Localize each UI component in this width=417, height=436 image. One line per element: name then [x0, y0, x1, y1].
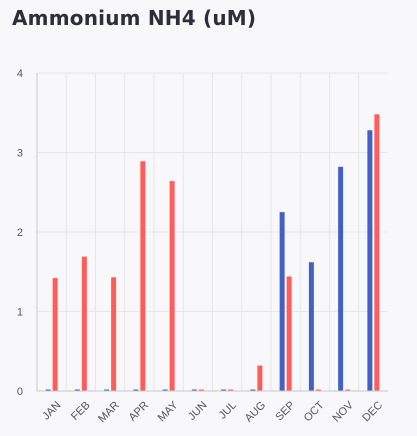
x-tick-label: DEC [360, 399, 385, 424]
y-tick-label: 0 [17, 386, 23, 398]
bar-apr-series-1[interactable] [133, 389, 139, 392]
x-tick-label: MAY [156, 399, 181, 424]
bar-oct-series-2[interactable] [315, 389, 321, 392]
bar-sep-series-1[interactable] [279, 212, 285, 391]
bar-apr-series-2[interactable] [140, 161, 146, 391]
y-tick-label: 3 [17, 148, 23, 160]
bar-jan-series-1[interactable] [45, 389, 51, 392]
bar-feb-series-1[interactable] [74, 389, 80, 392]
bar-sep-series-2[interactable] [286, 276, 292, 391]
bar-jul-series-1[interactable] [221, 389, 227, 392]
x-tick-label: NOV [331, 399, 357, 425]
y-tick-label: 4 [17, 68, 23, 80]
bar-jun-series-1[interactable] [191, 389, 197, 392]
axes [36, 73, 388, 392]
x-tick-label: OCT [302, 399, 327, 424]
bars [45, 114, 380, 392]
bar-oct-series-1[interactable] [308, 262, 314, 391]
x-tick-label: FEB [69, 399, 93, 423]
bar-jan-series-2[interactable] [52, 278, 58, 391]
bar-nov-series-2[interactable] [345, 389, 351, 392]
x-tick-label: JUN [186, 399, 210, 423]
x-tick-label: SEP [273, 399, 297, 423]
x-tick-label: JUL [217, 399, 239, 421]
bar-aug-series-1[interactable] [250, 389, 256, 392]
bar-dec-series-2[interactable] [374, 114, 380, 391]
y-tick-label: 1 [17, 307, 23, 319]
bar-aug-series-2[interactable] [257, 365, 263, 391]
x-tick-label: AUG [243, 399, 268, 424]
bar-mar-series-2[interactable] [111, 277, 117, 391]
grid-lines [37, 72, 388, 391]
bar-jul-series-2[interactable] [228, 389, 234, 392]
bar-may-series-1[interactable] [162, 389, 168, 392]
x-tick-label: MAR [96, 399, 122, 425]
bar-may-series-2[interactable] [169, 181, 175, 391]
bar-nov-series-1[interactable] [338, 166, 344, 391]
bar-jun-series-2[interactable] [198, 389, 204, 392]
x-tick-label: JAN [40, 399, 63, 422]
bar-feb-series-2[interactable] [81, 256, 87, 391]
bar-mar-series-1[interactable] [104, 389, 110, 392]
y-tick-label: 2 [17, 227, 23, 239]
bar-dec-series-1[interactable] [367, 130, 373, 392]
x-tick-label: APR [127, 399, 152, 424]
chart-title: Ammonium NH4 (uM) [12, 6, 257, 30]
